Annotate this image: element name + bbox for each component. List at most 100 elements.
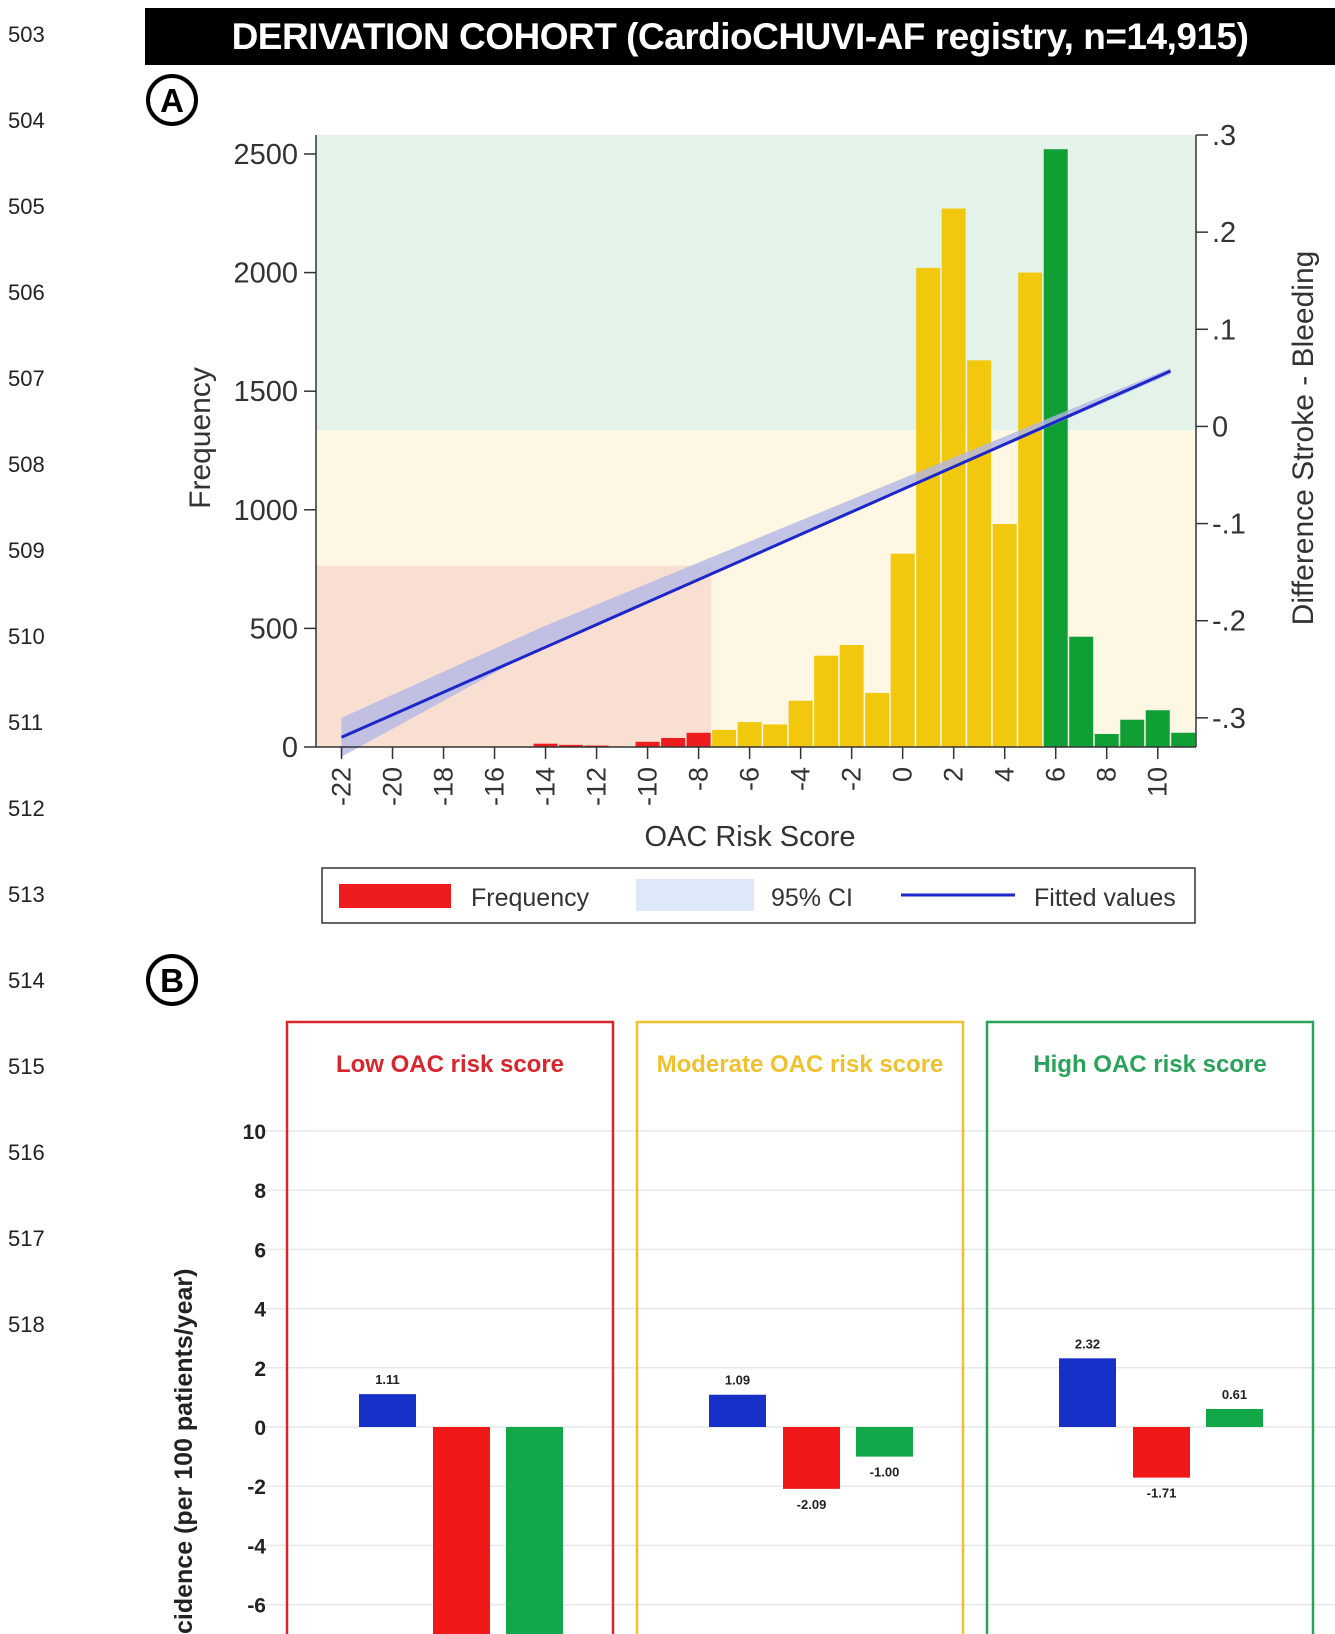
incidence-y-tick-label: 4	[254, 1299, 266, 1322]
frequency-bar	[992, 524, 1017, 747]
incidence-y-tick-label: 8	[254, 1180, 266, 1203]
cohort-title: DERIVATION COHORT (CardioCHUVI-AF regist…	[145, 8, 1335, 65]
risk-group-box	[635, 1020, 965, 1634]
frequency-bar	[1043, 149, 1068, 748]
incidence-y-tick-label: 2	[254, 1358, 266, 1381]
incidence-bar-label: 0.61	[1222, 1387, 1247, 1402]
line-numbers: 503 504 505 506 507 508 509 510 511 512 …	[0, 0, 60, 1634]
line-number: 506	[8, 280, 45, 305]
risk-group-title: Low OAC risk score	[336, 1051, 564, 1078]
frequency-bar	[1018, 272, 1043, 747]
frequency-bar	[1069, 636, 1094, 747]
background-region-moderate	[316, 430, 1196, 747]
panel-b-marker: B	[146, 954, 198, 1006]
frequency-bar	[533, 743, 558, 747]
frequency-bar	[559, 744, 584, 747]
x-tick-label: -14	[531, 767, 561, 806]
histogram-chart: 05001000150020002500-.3-.2-.10.1.2.3-22-…	[184, 120, 1320, 924]
line-number: 503	[8, 22, 45, 47]
frequency-bar	[737, 722, 762, 747]
background-region-high	[316, 135, 1196, 431]
fitted-line-group	[340, 368, 1172, 757]
incidence-bar	[433, 1427, 490, 1634]
secondary-y-tick-label: .2	[1212, 217, 1236, 249]
line-number: 509	[8, 538, 45, 563]
legend-label-frequency: Frequency	[471, 884, 590, 912]
incidence-bar-label: 1.11	[375, 1372, 400, 1387]
panel-a-marker: A	[146, 74, 198, 126]
frequency-bar	[941, 208, 966, 747]
incidence-bar-label: -2.09	[797, 1497, 827, 1512]
incidence-bar	[359, 1394, 416, 1427]
incidence-bar	[856, 1427, 913, 1457]
incidence-bar-label: 2.32	[1075, 1336, 1100, 1351]
incidence-chart: Low OAC risk score Moderate OAC risk scor…	[170, 1020, 1335, 1634]
y-tick-label: 1000	[233, 495, 298, 527]
frequency-bar	[967, 360, 992, 747]
secondary-y-tick-label: -.3	[1212, 703, 1246, 735]
incidence-y-tick-label: 10	[243, 1121, 266, 1144]
line-number: 516	[8, 1140, 45, 1165]
incidence-y-tick-label: 0	[254, 1417, 266, 1440]
incidence-bar-label: -1.71	[1147, 1486, 1177, 1501]
incidence-y-axis-title: cidence (per 100 patients/year)	[170, 1269, 198, 1634]
incidence-bars: 1.11-6.141.09-2.09-1.002.32-1.710.61	[359, 1336, 1263, 1634]
x-axis-title: OAC Risk Score	[644, 821, 855, 853]
y-tick-label: 500	[250, 613, 298, 645]
line-number: 517	[8, 1226, 45, 1251]
x-tick-label: 4	[990, 767, 1020, 782]
x-tick-label: 8	[1092, 767, 1122, 782]
line-number: 513	[8, 882, 45, 907]
line-number: 505	[8, 194, 45, 219]
frequency-bar	[763, 724, 788, 747]
risk-group-box	[985, 1020, 1315, 1634]
risk-group-title: High OAC risk score	[1033, 1051, 1266, 1078]
x-tick-label: 0	[888, 767, 918, 782]
incidence-bar	[783, 1427, 840, 1489]
secondary-y-tick-label: -.2	[1212, 606, 1246, 638]
x-tick-label: -20	[378, 767, 408, 806]
frequency-bar	[788, 700, 813, 747]
incidence-bar-label: -1.00	[870, 1465, 900, 1480]
frequency-bar	[890, 553, 915, 747]
line-number: 512	[8, 796, 45, 821]
y-axis-title: Frequency	[184, 367, 217, 509]
x-tick-label: -16	[480, 767, 510, 806]
x-tick-label: -10	[633, 767, 663, 806]
incidence-bar	[1133, 1427, 1190, 1478]
secondary-y-tick-label: .3	[1212, 120, 1236, 152]
frequency-bar	[635, 741, 660, 747]
x-tick-label: -12	[582, 767, 612, 806]
incidence-y-tick-label: -6	[247, 1595, 266, 1618]
x-tick-label: -2	[837, 767, 867, 791]
frequency-bar	[1171, 732, 1196, 747]
incidence-bar	[1059, 1358, 1116, 1427]
panel-a-letter: A	[160, 82, 184, 119]
incidence-bar	[709, 1394, 766, 1427]
risk-background-regions	[316, 135, 1196, 747]
x-tick-label: -22	[327, 767, 357, 806]
background-region-low	[316, 565, 712, 747]
x-tick-label: -8	[684, 767, 714, 791]
legend: Frequency 95% CI Fitted values	[321, 867, 1196, 924]
x-tick-label: 10	[1143, 767, 1173, 797]
incidence-bar	[506, 1427, 563, 1634]
frequency-bar	[1094, 733, 1119, 747]
incidence-bar-label: 1.09	[725, 1373, 750, 1388]
legend-swatch-frequency	[339, 884, 451, 908]
incidence-axes: 10 8 6 4 2 0 -2 -4 -6	[243, 1121, 267, 1618]
x-tick-label: 6	[1041, 767, 1071, 782]
incidence-gridlines	[265, 1130, 1335, 1606]
incidence-y-tick-label: -4	[247, 1535, 266, 1558]
y-tick-label: 2000	[233, 258, 298, 290]
frequency-bar	[1145, 710, 1170, 747]
x-tick-label: 2	[939, 767, 969, 782]
confidence-band	[341, 368, 1171, 757]
frequency-bar	[584, 745, 609, 747]
x-tick-label: -18	[429, 767, 459, 806]
x-tick-label: -6	[735, 767, 765, 791]
risk-group-box	[285, 1020, 615, 1634]
frequency-bar	[839, 645, 864, 747]
panel-b-letter: B	[160, 962, 184, 999]
